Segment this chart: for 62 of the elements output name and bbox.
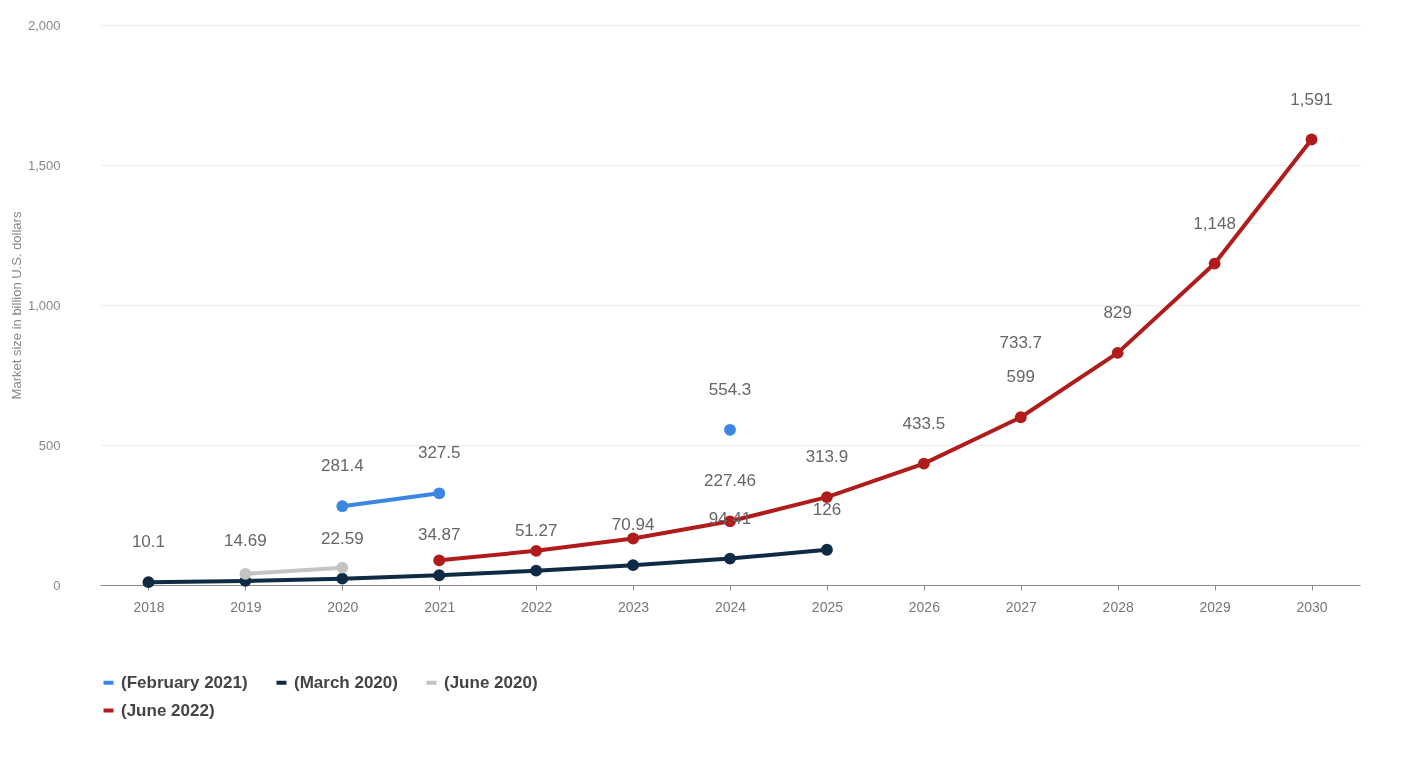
x-tick-label: 2020 [327,598,359,615]
point [821,543,833,556]
x-tick-label: 2027 [1005,598,1038,615]
y-tick-label: 1,500 [27,157,61,173]
data-label: 554.3 [708,379,752,399]
point [917,457,930,470]
y-axis-title: Market size in billion U.S. dollars [8,211,24,400]
data-label: 14.69 [224,530,267,550]
point [530,564,543,577]
legend-label: (March 2020) [294,672,398,692]
x-tick-label: 2018 [133,598,165,615]
point [336,500,349,513]
point [433,554,446,567]
y-tick-label: 1,000 [27,297,61,313]
legend-label: (June 2020) [444,672,538,692]
point [142,576,155,589]
point [1014,411,1027,424]
x-tick-label: 2024 [714,598,747,615]
annotation: 733.7 [999,333,1043,352]
x-tick-label: 2029 [1199,598,1231,615]
point [724,552,736,565]
x-tick-label: 2025 [811,598,844,615]
x-tick-label: 2028 [1102,598,1134,615]
point [724,423,736,436]
data-label: 433.5 [902,413,946,433]
y-tick-label: 0 [53,577,61,593]
point [336,572,349,585]
data-label: 126 [812,499,842,519]
x-tick-label: 2022 [521,598,553,615]
point [1305,133,1318,146]
x-tick-label: 2019 [230,598,262,615]
data-label: 1,148 [1193,213,1236,233]
data-label: 1,591 [1290,89,1333,109]
point [821,491,833,504]
data-label: 313.9 [805,447,849,467]
point [1208,257,1221,270]
data-label: 22.59 [321,528,364,548]
data-label: 70.94 [611,515,655,535]
x-tick-label: 2021 [424,598,456,615]
point [627,532,639,545]
data-label: 227.46 [704,471,756,491]
data-label: 51.27 [514,520,558,540]
point [433,487,446,500]
point [239,567,252,580]
data-label: 599 [1006,367,1035,387]
x-tick-label: 2030 [1296,598,1328,615]
point [336,561,349,574]
data-label: 34.87 [417,525,461,545]
x-tick-label: 2026 [908,598,941,615]
data-label: 281.4 [321,456,364,476]
data-label: 327.5 [417,443,461,463]
data-label: 10.1 [131,532,166,552]
point [530,544,543,557]
legend-label: (February 2021) [121,672,248,692]
y-tick-label: 500 [38,437,61,453]
data-label: 829 [1103,302,1132,322]
y-tick-label: 2,000 [27,17,61,33]
legend-label: (June 2022) [121,700,215,720]
x-tick-label: 2023 [618,598,650,615]
point [433,569,446,582]
point [1111,346,1124,359]
point [627,559,639,572]
